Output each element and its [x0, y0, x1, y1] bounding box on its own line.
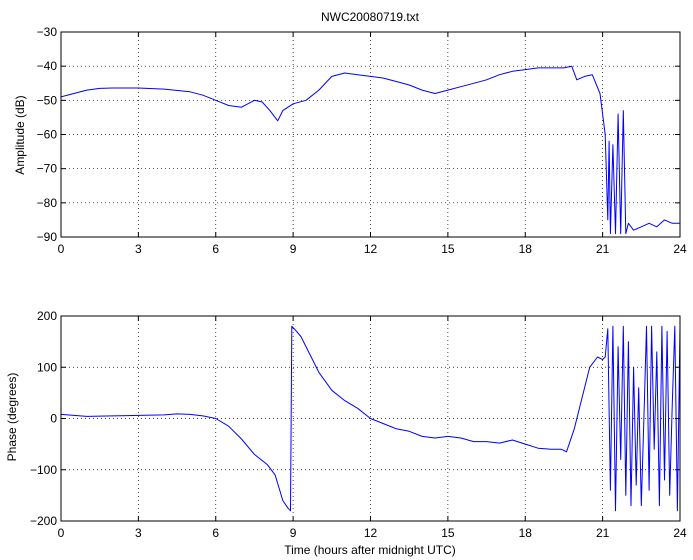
amplitude-xtick-label: 0: [58, 242, 65, 256]
phase-ytick-label: 200: [37, 309, 57, 323]
amplitude-ytick-label: −80: [37, 196, 58, 210]
phase-xtick-label: 21: [596, 526, 610, 540]
amplitude-xtick-label: 12: [364, 242, 378, 256]
amplitude-xtick-label: 18: [519, 242, 533, 256]
amplitude-ytick-label: −50: [37, 93, 58, 107]
amplitude-ytick-label: −90: [37, 230, 58, 244]
amplitude-ytick-label: −30: [37, 25, 58, 39]
amplitude-ylabel: Amplitude (dB): [13, 95, 27, 174]
amplitude-xtick-label: 15: [441, 242, 455, 256]
amplitude-ytick-label: −70: [37, 162, 58, 176]
amplitude-xtick-label: 6: [212, 242, 219, 256]
amplitude-xtick-label: 24: [673, 242, 687, 256]
amplitude-xtick-label: 3: [135, 242, 142, 256]
phase-xlabel: Time (hours after midnight UTC): [284, 543, 456, 557]
phase-ytick-label: −100: [30, 463, 57, 477]
phase-xtick-label: 18: [519, 526, 533, 540]
phase-axes: Time (hours after midnight UTC) Phase (d…: [5, 309, 687, 557]
phase-ytick-label: 0: [50, 412, 57, 426]
amplitude-xtick-label: 21: [596, 242, 610, 256]
phase-ytick-label: −200: [30, 514, 57, 528]
phase-xtick-label: 12: [364, 526, 378, 540]
amplitude-ytick-label: −40: [37, 59, 58, 73]
amplitude-chart-title: NWC20080719.txt: [321, 10, 420, 24]
phase-xtick-label: 0: [58, 526, 65, 540]
phase-xtick-label: 3: [135, 526, 142, 540]
phase-ylabel: Phase (degrees): [5, 373, 19, 462]
phase-series-line: [60, 325, 681, 512]
phase-xtick-label: 15: [441, 526, 455, 540]
amplitude-axes: NWC20080719.txt Amplitude (dB) 0 3 6 9 12 15 1…: [13, 10, 687, 256]
amplitude-ytick-label: −60: [37, 128, 58, 142]
phase-xtick-label: 6: [212, 526, 219, 540]
phase-xtick-label: 9: [290, 526, 297, 540]
phase-xtick-label: 24: [673, 526, 687, 540]
amplitude-series-line: [60, 65, 680, 235]
amplitude-xtick-label: 9: [290, 242, 297, 256]
phase-ytick-label: 100: [37, 360, 57, 374]
